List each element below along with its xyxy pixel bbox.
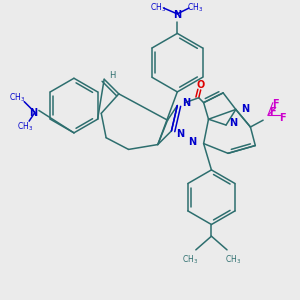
Text: CH$_3$: CH$_3$ [187,2,203,14]
Text: N: N [173,10,182,20]
Text: F: F [279,113,286,123]
Text: N: N [229,118,237,128]
Text: CH$_3$: CH$_3$ [9,92,26,104]
Text: N: N [241,104,249,115]
Text: F: F [272,99,279,109]
Text: CH$_3$: CH$_3$ [17,121,33,133]
Text: N: N [176,129,184,139]
Text: N: N [29,108,37,118]
Text: CH$_3$: CH$_3$ [225,254,241,266]
Text: CH$_3$: CH$_3$ [182,254,198,266]
Text: CH$_3$: CH$_3$ [150,2,166,14]
Text: N: N [182,98,190,108]
Text: H: H [109,71,115,80]
Text: O: O [196,80,205,90]
Text: F: F [269,107,276,117]
Text: N: N [188,136,196,147]
